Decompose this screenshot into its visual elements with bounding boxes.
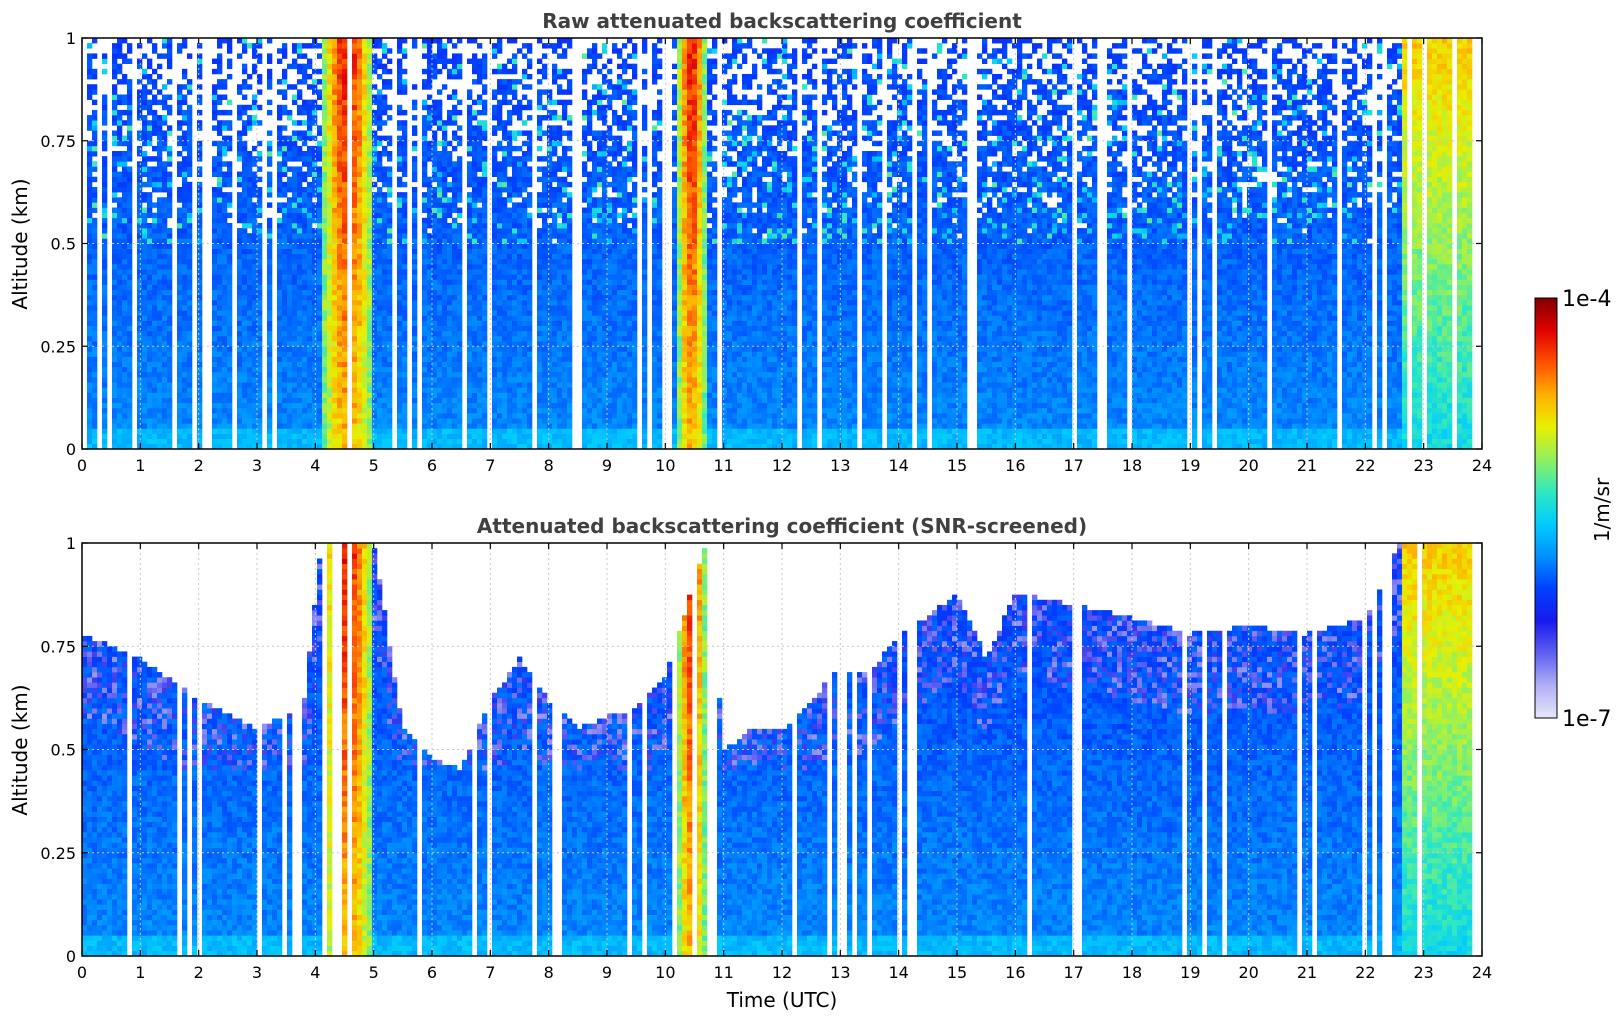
x-tick-label: 8 <box>544 456 554 475</box>
panel-title-screened: Attenuated backscattering coefficient (S… <box>477 514 1087 538</box>
x-tick-label: 6 <box>427 963 437 982</box>
panel-screened: Attenuated backscattering coefficient (S… <box>8 514 1492 1012</box>
x-tick-label: 0 <box>77 963 87 982</box>
x-tick-label: 20 <box>1238 963 1258 982</box>
x-tick-label: 19 <box>1180 963 1200 982</box>
x-tick-label: 9 <box>602 963 612 982</box>
x-tick-label: 10 <box>655 963 675 982</box>
heatmap-screened <box>82 543 1473 956</box>
y-ticks-screened: 0 0.25 0.5 0.75 1 <box>40 534 1482 966</box>
y-axis-label-raw: Altitude (km) <box>8 178 32 309</box>
panel-title-raw: Raw attenuated backscattering coefficien… <box>542 9 1022 33</box>
colorbar-scale <box>1534 297 1558 719</box>
x-tick-label: 8 <box>544 963 554 982</box>
panel-raw: Raw attenuated backscattering coefficien… <box>8 9 1492 475</box>
x-tick-label: 13 <box>830 456 850 475</box>
x-tick-label: 10 <box>655 456 675 475</box>
x-tick-label: 14 <box>888 456 908 475</box>
x-tick-label: 7 <box>485 456 495 475</box>
x-tick-label: 9 <box>602 456 612 475</box>
x-tick-label: 2 <box>194 963 204 982</box>
y-ticks-raw: 0 0.25 0.5 0.75 1 <box>40 29 1482 459</box>
x-tick-label: 4 <box>310 456 320 475</box>
y-tick-label: 0.25 <box>40 844 76 863</box>
x-tick-label: 16 <box>1005 963 1025 982</box>
x-tick-label: 7 <box>485 963 495 982</box>
colorbar-unit-label: 1/m/sr <box>1590 477 1614 542</box>
colorbar-min-label: 1e-7 <box>1562 707 1611 732</box>
x-tick-label: 5 <box>369 963 379 982</box>
x-tick-label: 17 <box>1063 456 1083 475</box>
y-tick-label: 0.75 <box>40 132 76 151</box>
x-tick-label: 20 <box>1238 456 1258 475</box>
x-tick-label: 3 <box>252 963 262 982</box>
x-tick-label: 19 <box>1180 456 1200 475</box>
x-tick-label: 24 <box>1472 456 1492 475</box>
x-tick-label: 11 <box>713 456 733 475</box>
x-tick-label: 0 <box>77 456 87 475</box>
x-tick-label: 2 <box>194 456 204 475</box>
y-tick-label: 1 <box>66 29 76 48</box>
x-tick-label: 14 <box>888 963 908 982</box>
x-tick-label: 18 <box>1122 963 1142 982</box>
gridlines-raw <box>82 38 1482 449</box>
x-tick-label: 12 <box>772 456 792 475</box>
y-axis-label-screened: Altitude (km) <box>8 684 32 815</box>
x-tick-label: 23 <box>1413 456 1433 475</box>
gridlines-screened <box>82 543 1482 956</box>
y-tick-label: 1 <box>66 534 76 553</box>
x-tick-label: 1 <box>135 963 145 982</box>
x-tick-label: 17 <box>1063 963 1083 982</box>
y-tick-label: 0.5 <box>51 235 76 254</box>
x-tick-label: 4 <box>310 963 320 982</box>
x-tick-label: 3 <box>252 456 262 475</box>
heatmap-raw <box>87 38 1473 449</box>
x-tick-label: 18 <box>1122 456 1142 475</box>
x-tick-label: 1 <box>135 456 145 475</box>
colorbar: 1e-4 1e-7 1/m/sr <box>1534 287 1614 732</box>
x-tick-label: 13 <box>830 963 850 982</box>
x-tick-label: 23 <box>1413 963 1433 982</box>
y-tick-label: 0.25 <box>40 337 76 356</box>
y-tick-label: 0.75 <box>40 637 76 656</box>
x-tick-label: 16 <box>1005 456 1025 475</box>
x-tick-label: 15 <box>947 456 967 475</box>
x-ticks-screened: 0 1 2 3 4 5 6 7 8 9 10 11 12 13 14 15 16 17 18 19 20 21 22 23 24 <box>77 543 1492 982</box>
x-tick-label: 24 <box>1472 963 1492 982</box>
y-tick-label: 0 <box>66 440 76 459</box>
x-tick-label: 21 <box>1297 456 1317 475</box>
x-tick-label: 22 <box>1355 963 1375 982</box>
x-axis-label: Time (UTC) <box>726 988 838 1012</box>
x-tick-label: 21 <box>1297 963 1317 982</box>
x-tick-label: 11 <box>713 963 733 982</box>
x-tick-label: 6 <box>427 456 437 475</box>
x-tick-label: 12 <box>772 963 792 982</box>
x-tick-label: 22 <box>1355 456 1375 475</box>
x-ticks-raw: 0 1 2 3 4 5 6 7 8 9 10 11 12 13 14 15 16 17 18 19 20 21 22 23 24 <box>77 38 1492 475</box>
y-tick-label: 0.5 <box>51 741 76 760</box>
x-tick-label: 15 <box>947 963 967 982</box>
x-tick-label: 5 <box>369 456 379 475</box>
y-tick-label: 0 <box>66 947 76 966</box>
colorbar-max-label: 1e-4 <box>1562 287 1611 312</box>
